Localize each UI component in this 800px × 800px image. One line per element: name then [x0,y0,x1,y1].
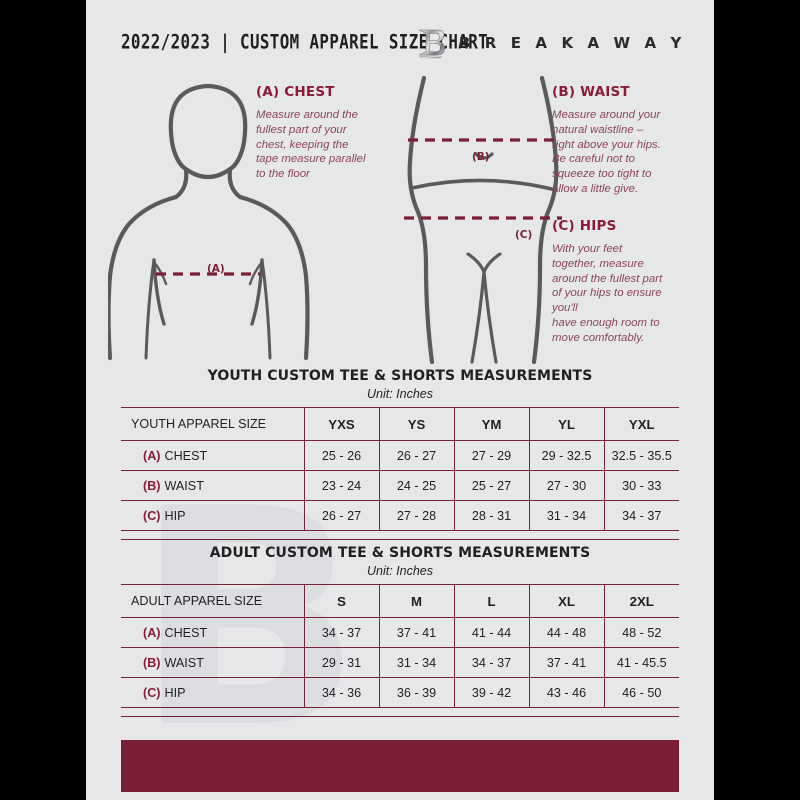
measurement-value-cell: 28 - 31 [453,500,529,531]
brand-lockup: B R E A K A W A Y [416,26,686,60]
measurement-tag: (B) [143,655,161,670]
lower-body-figure [404,75,562,365]
adult-measurements-section: ADULT CUSTOM TEE & SHORTS MEASUREMENTS U… [121,545,679,717]
measurement-tag: (A) [143,448,161,463]
size-column-header: L [453,584,529,618]
measurement-value-cell: 34 - 36 [303,677,379,708]
measurement-value-cell: 31 - 34 [528,500,604,531]
table-row: (C) HIP 34 - 36 36 - 39 39 - 42 43 - 46 46 - 5… [121,677,679,708]
hips-description-body: With your feet together, measure around … [552,243,663,344]
adult-size-table: ADULT APPAREL SIZE S M L XL 2XL (A) CHEST 34 - 3… [121,584,679,717]
size-column-header: YM [453,407,529,441]
page-header: 2022/2023 | CUSTOM APPAREL SIZE CHART B … [86,26,714,60]
measurement-value-cell: 34 - 37 [603,500,679,531]
measurement-value-cell: 34 - 37 [453,647,529,678]
table-row: (A) CHEST 34 - 37 37 - 41 41 - 44 44 - 48 48 -… [121,617,679,648]
waist-description-body: Measure around your natural waistline – … [552,109,661,195]
table-row: (B) WAIST 29 - 31 31 - 34 34 - 37 37 - 41 41 -… [121,647,679,678]
waist-description-title: (B) WAIST [552,84,630,100]
measurement-value-cell: 29 - 32.5 [528,440,604,471]
measurement-value-cell: 39 - 42 [453,677,529,708]
chest-description-body: Measure around the fullest part of your … [256,109,366,181]
adult-section-title: ADULT CUSTOM TEE & SHORTS MEASUREMENTS [209,545,591,561]
hips-description: (C) HIPS With your feet together, measur… [552,218,702,346]
measurement-value-cell: 30 - 33 [603,470,679,501]
measurement-value-cell: 41 - 45.5 [603,647,679,678]
measurement-value-cell: 25 - 26 [303,440,379,471]
measurement-value-cell: 27 - 28 [378,500,454,531]
measurement-value-cell: 25 - 27 [453,470,529,501]
size-column-header: YXS [303,407,379,441]
measurement-name-cell: (B) WAIST [121,647,304,678]
measurement-tag: (A) [143,625,161,640]
table-header-row: ADULT APPAREL SIZE S M L XL 2XL [121,584,679,618]
measurement-value-cell: 34 - 37 [303,617,379,648]
measurement-name-cell: (B) WAIST [121,470,304,501]
waist-line-label: (B) [472,151,490,163]
size-column-header: 2XL [603,584,679,618]
measurement-value-cell: 44 - 48 [528,617,604,648]
measurement-value-cell: 24 - 25 [378,470,454,501]
table-row: (B) WAIST 23 - 24 24 - 25 25 - 27 27 - 30 30 -… [121,470,679,501]
size-column-header: YS [378,407,454,441]
measurement-value-cell: 29 - 31 [303,647,379,678]
waist-description: (B) WAIST Measure around your natural wa… [552,84,702,197]
breakaway-b-emblem-icon [417,29,445,59]
measurement-value-cell: 32.5 - 35.5 [603,440,679,471]
measurement-tag: (C) [143,685,161,700]
size-column-header: YXL [603,407,679,441]
page-title: 2022/2023 | CUSTOM APPAREL SIZE CHART [121,31,489,54]
hip-line-label: (C) [515,229,533,241]
size-label-header: ADULT APPAREL SIZE [121,584,304,618]
measurement-tag: (B) [143,478,161,493]
measurement-name-cell: (A) CHEST [121,617,304,648]
adult-section-unit: Unit: Inches [366,564,433,578]
size-column-header: YL [528,407,604,441]
measurement-value-cell: 23 - 24 [303,470,379,501]
measurement-value-cell: 27 - 30 [528,470,604,501]
size-column-header: S [303,584,379,618]
table-row: (C) HIP 26 - 27 27 - 28 28 - 31 31 - 34 34 - 3… [121,500,679,531]
measurement-value-cell: 46 - 50 [603,677,679,708]
measurement-name-cell: (C) HIP [121,500,304,531]
measurement-value-cell: 26 - 27 [303,500,379,531]
table-bottom-rule [121,707,679,717]
youth-table-body: YOUTH APPAREL SIZE YXS YS YM YL YXL (A) CHEST 25… [121,407,679,540]
youth-section-title: YOUTH CUSTOM TEE & SHORTS MEASUREMENTS [207,368,593,384]
chest-line-label: (A) [207,263,225,275]
measurement-name-cell: (A) CHEST [121,440,304,471]
measurement-value-cell: 37 - 41 [528,647,604,678]
upper-body-figure [108,83,310,361]
measurement-value-cell: 41 - 44 [453,617,529,648]
measurement-tag: (C) [143,508,161,523]
size-chart-page: B 2022/2023 | CUSTOM APPAREL SIZE CHART [86,0,714,800]
chest-description: (A) CHEST Measure around the fullest par… [256,84,406,182]
measurement-value-cell: 43 - 46 [528,677,604,708]
measurement-value-cell: 31 - 34 [378,647,454,678]
measurement-value-cell: 27 - 29 [453,440,529,471]
table-row: (A) CHEST 25 - 26 26 - 27 27 - 29 29 - 32.5 32… [121,440,679,471]
table-bottom-rule [121,530,679,540]
youth-section-unit: Unit: Inches [366,387,433,401]
hips-description-title: (C) HIPS [552,218,617,234]
size-label-header: YOUTH APPAREL SIZE [121,407,304,441]
measurement-value-cell: 36 - 39 [378,677,454,708]
measurement-figures: (A) (B) (C) (A) CHEST Measure around the… [86,66,714,366]
brand-wordmark: B R E A K A W A Y [458,34,686,52]
measurement-name-cell: (C) HIP [121,677,304,708]
footer-bar [121,740,679,792]
measurement-value-cell: 48 - 52 [603,617,679,648]
size-column-header: M [378,584,454,618]
measurement-value-cell: 37 - 41 [378,617,454,648]
adult-table-body: ADULT APPAREL SIZE S M L XL 2XL (A) CHEST 34 - 3… [121,584,679,717]
size-column-header: XL [528,584,604,618]
measurement-value-cell: 26 - 27 [378,440,454,471]
table-header-row: YOUTH APPAREL SIZE YXS YS YM YL YXL [121,407,679,441]
youth-measurements-section: YOUTH CUSTOM TEE & SHORTS MEASUREMENTS U… [121,368,679,540]
youth-size-table: YOUTH APPAREL SIZE YXS YS YM YL YXL (A) CHEST 25… [121,407,679,540]
chest-description-title: (A) CHEST [256,84,335,100]
